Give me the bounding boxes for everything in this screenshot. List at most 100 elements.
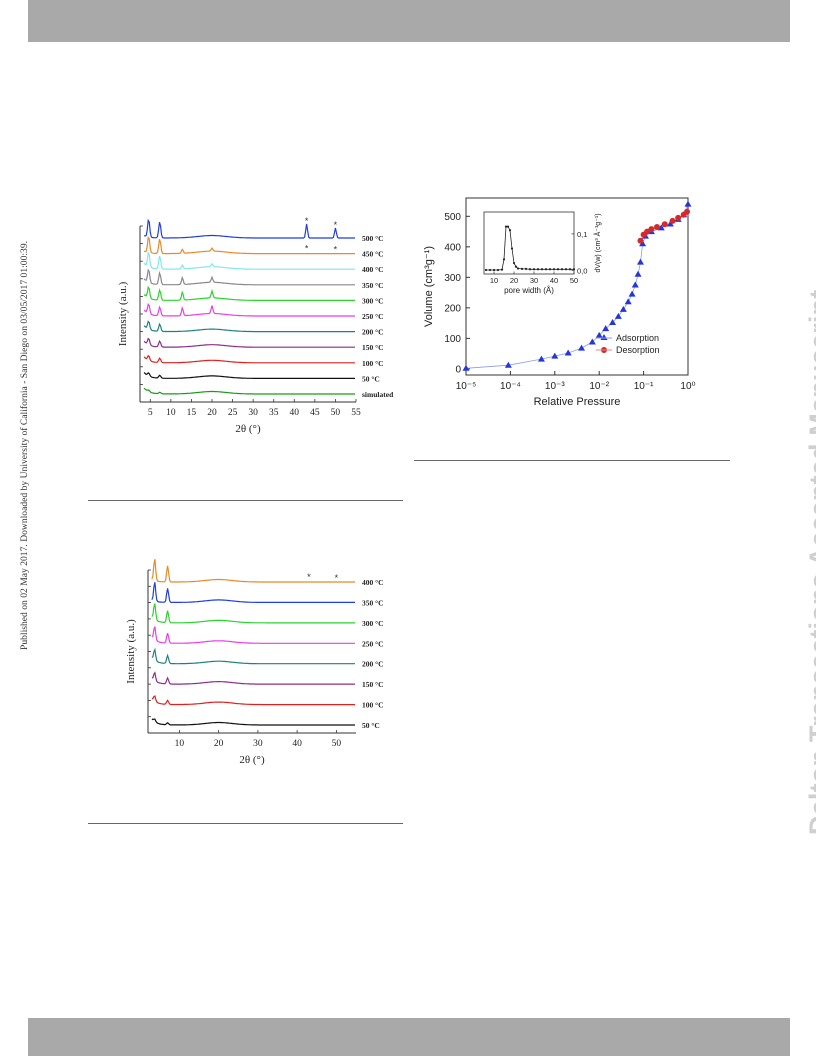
adsorption-point <box>634 270 642 277</box>
adsorption-point <box>602 325 610 332</box>
inset-frame <box>483 211 575 275</box>
adsorption-point <box>564 349 572 356</box>
asterisk-marker: * <box>334 220 338 230</box>
x-tick-label: 10⁻¹ <box>634 381 654 392</box>
figure-2-xrd-plot: 10 20 30 40 50 2θ (°) Intensity (a.u.) 400 °C 35… <box>90 540 400 780</box>
inset-point <box>510 247 514 250</box>
asterisk-marker: * <box>335 573 339 583</box>
adsorption-point <box>639 240 647 247</box>
x-tick-label: 20 <box>214 739 224 749</box>
adsorption-point <box>504 361 512 368</box>
x-tick-label: 10⁻³ <box>545 381 565 392</box>
xrd-curve <box>151 718 355 726</box>
adsorption-point <box>628 290 636 297</box>
x-axis-label: 2θ (°) <box>239 754 265 766</box>
curve-label: 250 °C <box>362 312 384 321</box>
x-tick-label: 50 <box>332 739 342 749</box>
y-tick-label: 500 <box>444 212 461 223</box>
x-tick-label: 10 <box>166 408 176 418</box>
x-tick-label: 10 <box>175 739 185 749</box>
inset-point <box>506 225 510 228</box>
inset-point <box>568 268 572 271</box>
inset-point <box>484 268 488 272</box>
footer-band <box>28 1018 790 1056</box>
y-tick-label: 400 <box>444 242 461 253</box>
x-tick-label: 10⁻⁵ <box>456 381 477 392</box>
x-tick-label: 40 <box>292 739 302 749</box>
xrd-curve <box>151 626 355 644</box>
adsorption-point <box>631 281 639 288</box>
inset-point <box>560 268 564 271</box>
curve-label: simulated <box>362 390 394 399</box>
curve-label: 100 °C <box>362 359 384 368</box>
xrd-curve <box>151 582 355 603</box>
curve-label: 200 °C <box>362 328 384 337</box>
asterisk-marker: * <box>307 572 311 582</box>
curve-label: 300 °C <box>362 619 384 628</box>
inset-x-tick-label: 10 <box>490 276 498 285</box>
inset-point <box>572 268 576 271</box>
xrd-curve <box>151 559 355 583</box>
inset-point <box>492 268 496 272</box>
xrd-curve <box>151 695 355 706</box>
curve-label: 300 °C <box>362 296 384 305</box>
adsorption-point <box>684 200 692 207</box>
x-tick-label: 35 <box>269 408 279 418</box>
inset-point <box>564 268 568 271</box>
curve-label: 150 °C <box>362 343 384 352</box>
inset-point <box>516 267 520 270</box>
inset-point <box>496 268 500 272</box>
xrd-curve <box>143 302 355 317</box>
y-tick-label: 100 <box>444 334 461 345</box>
y-axis-label: Intensity (a.u.) <box>117 281 129 346</box>
inset-point <box>556 268 560 271</box>
inset-point <box>504 225 508 228</box>
inset-point <box>500 268 504 271</box>
curve-label: 400 °C <box>362 578 384 587</box>
xrd-curve <box>143 371 355 379</box>
adsorption-point <box>462 364 470 371</box>
header-band <box>28 0 790 42</box>
inset-point <box>514 265 518 268</box>
inset-y-tick-label: 0,0 <box>577 266 587 275</box>
xrd-curve <box>143 268 355 286</box>
inset-point <box>520 267 524 270</box>
xrd-curve <box>143 251 355 270</box>
plot-frame <box>465 197 689 376</box>
adsorption-point <box>619 305 627 312</box>
inset-point <box>552 268 556 271</box>
adsorption-point <box>578 344 586 351</box>
inset-point <box>508 229 512 232</box>
inset-point <box>528 268 532 271</box>
xrd-curve <box>143 218 355 239</box>
x-tick-label: 50 <box>331 408 341 418</box>
figure-1-xrd-plot: 5 10 15 20 25 30 35 40 45 50 55 2θ (°) Intensity (a.… <box>100 198 405 448</box>
inset-point <box>512 261 516 265</box>
adsorption-point <box>551 352 559 359</box>
adsorption-point <box>614 312 622 319</box>
adsorption-point <box>657 224 665 231</box>
curve-label: 50 °C <box>362 374 380 383</box>
xrd-curve <box>143 235 355 255</box>
x-axis-label: Relative Pressure <box>534 396 621 408</box>
inset-x-label: pore width (Å) <box>504 286 554 295</box>
y-axis-label: Intensity (a.u.) <box>125 619 137 684</box>
x-tick-label: 25 <box>228 408 238 418</box>
asterisk-marker: * <box>334 245 338 255</box>
inset-x-tick-label: 30 <box>530 276 538 285</box>
asterisk-marker: * <box>305 216 309 226</box>
xrd-curve <box>151 603 355 624</box>
y-tick-label: 300 <box>444 273 461 284</box>
adsorption-point <box>636 258 644 265</box>
inset-point <box>540 268 544 271</box>
curve-label: 150 °C <box>362 680 384 689</box>
curve-label: 350 °C <box>362 598 384 607</box>
curve-label: 400 °C <box>362 265 384 274</box>
figure-2-rule <box>88 823 403 824</box>
desorption-point <box>661 221 668 228</box>
legend-desorption-label: Desorption <box>616 345 660 355</box>
x-tick-label: 15 <box>187 408 197 418</box>
x-tick-label: 10⁰ <box>680 381 695 392</box>
inset-y-label: dV(w) (cm³ Å⁻¹g⁻¹) <box>593 213 602 272</box>
xrd-curve <box>143 320 355 333</box>
